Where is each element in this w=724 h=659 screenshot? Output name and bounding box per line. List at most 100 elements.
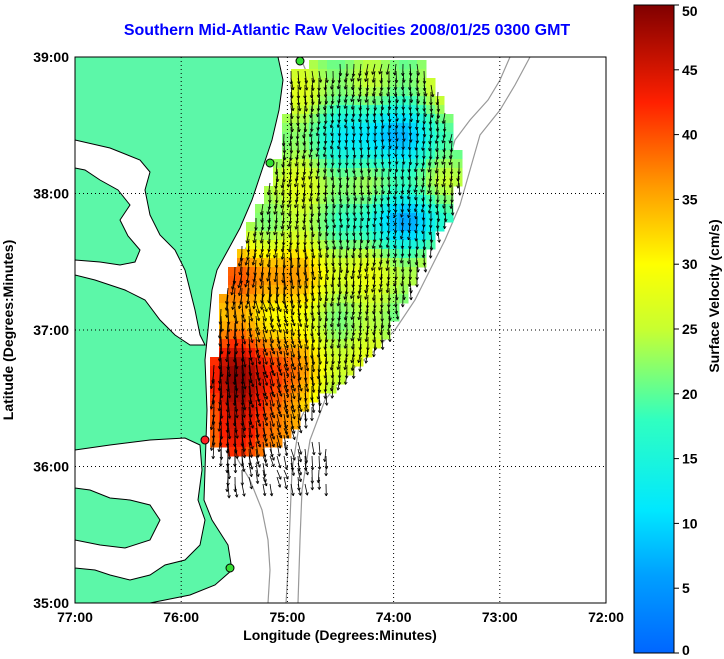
velocity-arrow bbox=[241, 399, 245, 418]
velocity-arrowhead bbox=[271, 328, 275, 333]
velocity-arrow bbox=[290, 322, 294, 336]
velocity-arrowhead bbox=[284, 466, 288, 470]
velocity-arrow bbox=[344, 336, 348, 349]
velocity-cell bbox=[255, 348, 265, 358]
velocity-cell bbox=[372, 177, 382, 187]
velocity-arrow bbox=[290, 448, 296, 461]
velocity-cell bbox=[282, 312, 292, 322]
velocity-cell bbox=[336, 87, 346, 97]
velocity-arrow bbox=[227, 420, 231, 439]
velocity-arrow bbox=[394, 217, 397, 226]
velocity-arrow bbox=[436, 203, 439, 215]
velocity-arrow bbox=[255, 455, 261, 468]
velocity-arrowhead bbox=[243, 386, 247, 390]
velocity-cell bbox=[435, 204, 445, 214]
velocity-cell bbox=[417, 78, 427, 88]
velocity-arrow bbox=[262, 392, 268, 406]
velocity-arrow bbox=[381, 98, 384, 111]
velocity-cell bbox=[327, 312, 337, 322]
velocity-cell bbox=[282, 231, 292, 241]
velocity-arrow bbox=[317, 175, 320, 189]
velocity-arrow bbox=[220, 336, 223, 355]
velocity-arrowhead bbox=[441, 184, 445, 188]
velocity-arrow bbox=[380, 287, 383, 301]
velocity-arrow bbox=[281, 203, 285, 216]
velocity-arrowhead bbox=[291, 472, 296, 476]
velocity-cell bbox=[246, 258, 256, 268]
hf-radar-station-2[interactable] bbox=[265, 158, 275, 168]
hf-radar-station-4[interactable] bbox=[225, 563, 235, 573]
velocity-arrowhead bbox=[266, 211, 270, 215]
hf-radar-station-3[interactable] bbox=[200, 435, 210, 445]
velocity-arrow bbox=[339, 175, 342, 188]
velocity-arrowhead bbox=[329, 124, 334, 129]
velocity-cell bbox=[309, 96, 319, 106]
velocity-cell bbox=[282, 204, 292, 214]
velocity-arrow bbox=[436, 112, 439, 125]
velocity-arrow bbox=[346, 196, 349, 209]
velocity-arrowhead bbox=[372, 354, 376, 358]
velocity-arrow bbox=[318, 399, 321, 413]
velocity-arrow bbox=[430, 105, 433, 118]
velocity-arrowhead bbox=[280, 233, 285, 237]
velocity-arrow bbox=[281, 224, 285, 237]
velocity-arrow bbox=[357, 287, 362, 299]
velocity-arrow bbox=[276, 413, 281, 428]
velocity-arrow bbox=[234, 371, 238, 392]
velocity-cell bbox=[255, 204, 265, 214]
velocity-arrow bbox=[260, 266, 264, 282]
velocity-cell bbox=[381, 285, 391, 295]
velocity-cell bbox=[444, 168, 454, 178]
velocity-arrowhead bbox=[299, 367, 303, 371]
velocity-cell bbox=[300, 78, 310, 88]
velocity-cell bbox=[255, 447, 265, 457]
velocity-cell bbox=[345, 249, 355, 259]
velocity-cell bbox=[372, 258, 382, 268]
velocity-cell bbox=[354, 285, 364, 295]
velocity-cell bbox=[300, 357, 310, 367]
velocity-arrow bbox=[290, 462, 295, 476]
velocity-arrowhead bbox=[409, 297, 413, 301]
velocity-arrow bbox=[269, 434, 275, 448]
velocity-cell bbox=[408, 69, 418, 79]
velocity-cell bbox=[291, 168, 301, 178]
velocity-cell bbox=[372, 321, 382, 331]
velocity-cell bbox=[354, 303, 364, 313]
velocity-arrow bbox=[422, 189, 425, 202]
velocity-arrow bbox=[388, 329, 391, 342]
velocity-cell bbox=[309, 60, 319, 70]
velocity-cell bbox=[291, 240, 301, 250]
velocity-arrow bbox=[394, 189, 397, 200]
velocity-arrow bbox=[346, 217, 349, 229]
velocity-arrowhead bbox=[242, 493, 246, 497]
velocity-cell bbox=[390, 132, 400, 142]
velocity-arrow bbox=[428, 161, 432, 173]
velocity-arrow bbox=[297, 343, 301, 359]
hf-radar-station-1[interactable] bbox=[295, 57, 305, 66]
velocity-arrow bbox=[269, 371, 275, 387]
velocity-cell bbox=[399, 249, 409, 259]
velocity-arrowhead bbox=[271, 403, 275, 407]
velocity-arrowhead bbox=[287, 225, 291, 230]
velocity-cell bbox=[327, 60, 337, 70]
velocity-cell bbox=[390, 312, 400, 322]
velocity-arrow bbox=[234, 420, 238, 439]
velocity-arrowhead bbox=[264, 417, 268, 421]
velocity-cell bbox=[417, 96, 427, 106]
velocity-arrow bbox=[401, 217, 404, 226]
velocity-arrow bbox=[290, 105, 293, 119]
velocity-cell bbox=[336, 114, 346, 124]
velocity-cell bbox=[273, 222, 283, 232]
velocity-arrow bbox=[304, 252, 307, 268]
velocity-cell bbox=[309, 240, 319, 250]
velocity-arrowhead bbox=[298, 472, 303, 476]
velocity-cell bbox=[255, 357, 265, 367]
velocity-arrow bbox=[409, 126, 411, 136]
velocity-arrow bbox=[422, 196, 425, 208]
velocity-arrow bbox=[324, 448, 327, 462]
velocity-arrowhead bbox=[305, 472, 309, 476]
velocity-cell bbox=[372, 141, 382, 151]
velocity-arrowhead bbox=[285, 373, 290, 378]
velocity-cell bbox=[273, 312, 283, 322]
velocity-arrowhead bbox=[305, 346, 309, 350]
